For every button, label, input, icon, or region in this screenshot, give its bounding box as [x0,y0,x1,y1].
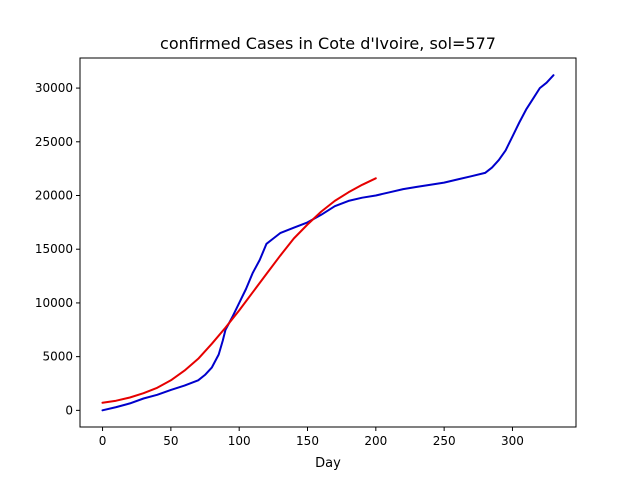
y-tick-label: 5000 [42,350,73,364]
series-line-2 [101,177,377,404]
y-tick-label: 30000 [35,81,73,95]
x-tick-label: 200 [364,434,387,448]
y-tick-label: 0 [65,403,73,417]
y-tick-label: 15000 [35,242,73,256]
y-tick-label: 25000 [35,135,73,149]
x-tick-label: 150 [296,434,319,448]
y-tick-label: 10000 [35,296,73,310]
x-tick-label: 300 [501,434,524,448]
x-tick-label: 250 [433,434,456,448]
chart-title: confirmed Cases in Cote d'Ivoire, sol=57… [160,34,496,53]
series-layer [101,74,555,412]
x-axis-label: Day [315,456,341,471]
y-tick-label: 20000 [35,189,73,203]
x-tick-label: 50 [163,434,178,448]
plot-area [79,57,577,428]
x-axis: 0 50 100 150 200 250 300 [99,427,524,448]
series-line-1 [101,74,555,412]
axes-frame [79,57,577,428]
x-tick-label: 0 [99,434,107,448]
x-tick-label: 100 [228,434,251,448]
y-axis: 0 5000 10000 15000 20000 25000 30000 [35,81,80,417]
